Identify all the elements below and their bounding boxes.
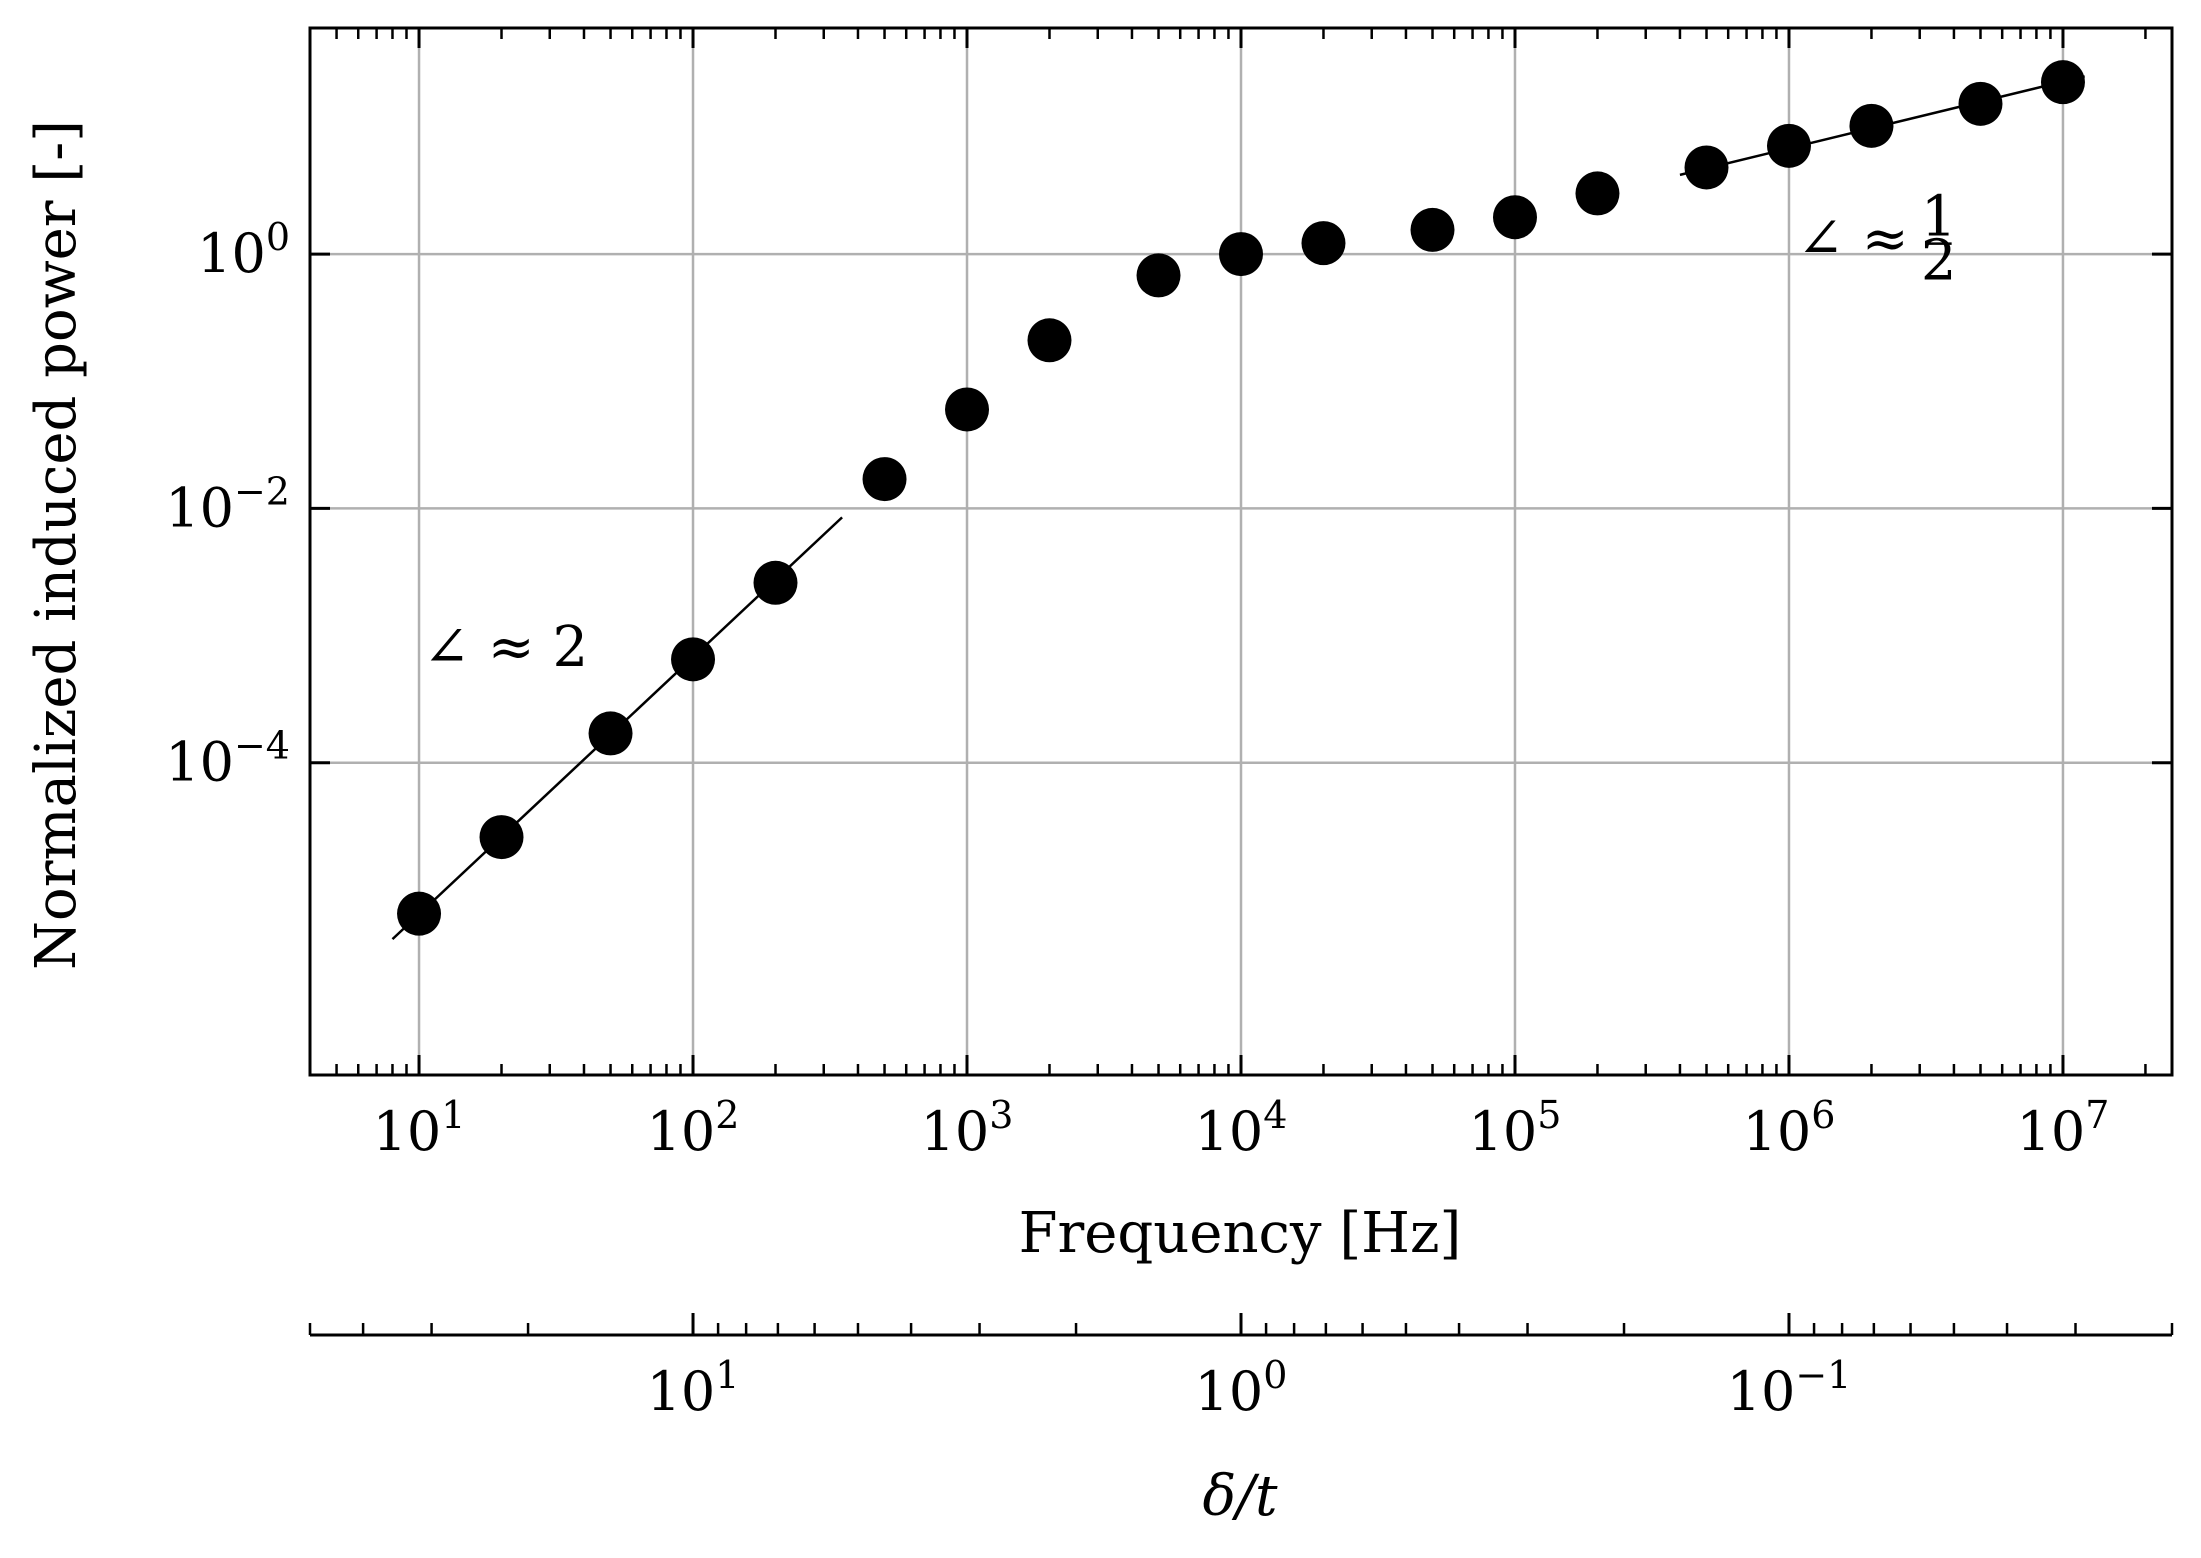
fraction-denominator: 2 [1921, 229, 1957, 294]
data-point [1410, 207, 1455, 252]
data-point [1219, 232, 1263, 277]
x-tick-label: 106 [1743, 1093, 1836, 1163]
x-axis-label: Frequency [Hz] [1019, 1201, 1462, 1266]
x-tick-label: 105 [1469, 1093, 1562, 1163]
data-point [588, 711, 633, 756]
data-point [1492, 195, 1537, 240]
secondary-x-axis-label: δ/t [1202, 1464, 1278, 1529]
data-point [1684, 145, 1729, 190]
slope-annotation-2: ∠ ≈ 2 [423, 615, 588, 680]
data-point [671, 637, 716, 682]
grid-lines [310, 28, 2172, 1075]
y-tick-label: 10−4 [165, 724, 290, 794]
y-tick-label: 100 [197, 215, 290, 285]
slope-annotation-half: ∠ ≈ [1797, 207, 1909, 272]
x-tick-label: 104 [1195, 1093, 1288, 1163]
data-point [1136, 253, 1181, 298]
annotations: ∠ ≈ 2 ∠ ≈12 [423, 185, 1956, 680]
x-tick-label: 101 [373, 1093, 466, 1163]
data-point [945, 387, 990, 432]
x-tick-label: 102 [647, 1093, 740, 1163]
fraction-numerator: 1 [1921, 185, 1957, 250]
data-point [1766, 123, 1811, 168]
data-points [397, 60, 2085, 936]
data-point [1575, 171, 1620, 216]
axis-ticks [308, 28, 2172, 1075]
tick-labels: 101 102 103 104 105 106 107 100 10−2 10−4 [165, 215, 2109, 1163]
data-point [479, 815, 524, 860]
data-point [1301, 221, 1346, 266]
y-axis-label: Normalized induced power [-] [24, 120, 89, 970]
data-point [397, 891, 442, 936]
data-point [1958, 81, 2003, 126]
x-tick-label: 107 [2017, 1093, 2110, 1163]
secondary-tick-label: 10−1 [1727, 1353, 1852, 1423]
x-tick-label: 103 [921, 1093, 1014, 1163]
secondary-tick-label: 100 [1195, 1353, 1288, 1423]
data-point [1849, 103, 1894, 148]
data-point [2040, 60, 2085, 105]
data-point [862, 457, 907, 502]
data-point [753, 560, 798, 605]
secondary-x-axis: 101 100 10−1 [308, 1313, 2174, 1423]
y-tick-label: 10−2 [165, 469, 290, 539]
secondary-tick-label: 101 [647, 1353, 740, 1423]
data-point [1027, 318, 1072, 363]
